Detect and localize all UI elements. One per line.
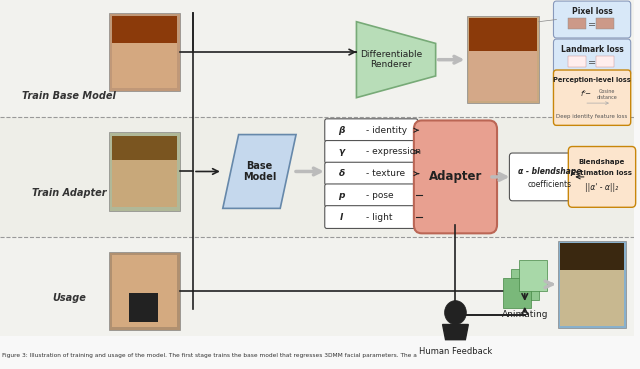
Bar <box>112 136 177 207</box>
Text: Estimation loss: Estimation loss <box>572 170 632 176</box>
Bar <box>112 16 177 44</box>
Bar <box>469 18 537 101</box>
FancyBboxPatch shape <box>324 184 418 207</box>
Bar <box>0 337 634 369</box>
FancyBboxPatch shape <box>324 141 418 163</box>
Polygon shape <box>223 135 296 208</box>
Bar <box>503 278 531 308</box>
FancyBboxPatch shape <box>554 70 630 125</box>
FancyBboxPatch shape <box>554 1 630 38</box>
Text: Deep identity feature loss: Deep identity feature loss <box>556 114 628 118</box>
Text: p: p <box>339 191 345 200</box>
Bar <box>561 243 624 325</box>
Polygon shape <box>443 324 468 340</box>
Bar <box>559 241 626 328</box>
Text: Train Adapter: Train Adapter <box>32 188 106 198</box>
Text: Blendshape: Blendshape <box>579 159 625 165</box>
FancyBboxPatch shape <box>554 39 630 76</box>
Bar <box>129 293 159 323</box>
Text: Base
Model: Base Model <box>243 161 276 182</box>
Text: =: = <box>588 20 596 30</box>
Text: coefficients: coefficients <box>527 180 572 189</box>
Text: Adapter: Adapter <box>429 170 482 183</box>
Text: Human Feedback: Human Feedback <box>419 347 492 356</box>
Text: δ: δ <box>339 169 345 178</box>
Text: =: = <box>588 58 596 68</box>
Bar <box>511 269 539 300</box>
Bar <box>561 243 624 270</box>
Text: f°─: f°─ <box>580 92 591 97</box>
Bar <box>0 237 634 337</box>
Bar <box>568 18 586 29</box>
Bar <box>112 136 177 159</box>
Bar <box>112 255 177 327</box>
Bar <box>109 132 180 211</box>
Text: Landmark loss: Landmark loss <box>561 45 623 54</box>
FancyBboxPatch shape <box>509 153 589 201</box>
Text: Figure 3: Illustration of training and usage of the model. The first stage train: Figure 3: Illustration of training and u… <box>2 354 417 358</box>
Text: γ: γ <box>339 148 345 156</box>
Bar <box>467 16 539 103</box>
FancyBboxPatch shape <box>324 119 418 142</box>
Text: - expression: - expression <box>366 148 421 156</box>
Text: Perception-level loss: Perception-level loss <box>553 77 631 83</box>
FancyBboxPatch shape <box>324 206 418 228</box>
Polygon shape <box>356 22 436 98</box>
Text: α - blendshape: α - blendshape <box>518 167 581 176</box>
FancyBboxPatch shape <box>324 162 418 185</box>
Text: Cosine
distance: Cosine distance <box>596 89 618 100</box>
Text: ||α' - α||₂: ||α' - α||₂ <box>586 183 618 192</box>
Text: Differentiable
Renderer: Differentiable Renderer <box>360 50 422 69</box>
Bar <box>469 18 537 51</box>
Text: - texture: - texture <box>366 169 406 178</box>
Circle shape <box>445 301 467 324</box>
Bar <box>596 56 614 67</box>
Text: Pixel loss: Pixel loss <box>572 7 612 17</box>
Bar <box>109 252 180 330</box>
FancyBboxPatch shape <box>414 120 497 233</box>
Bar <box>596 18 614 29</box>
Text: - identity: - identity <box>366 126 408 135</box>
Bar <box>568 56 586 67</box>
Text: - light: - light <box>366 213 393 221</box>
Bar <box>0 117 634 237</box>
Text: β: β <box>339 126 345 135</box>
Bar <box>109 13 180 91</box>
Bar <box>519 261 547 291</box>
FancyBboxPatch shape <box>568 146 636 207</box>
Bar <box>112 16 177 88</box>
Text: Animating: Animating <box>502 310 548 319</box>
Bar <box>0 0 634 117</box>
Text: l: l <box>340 213 343 221</box>
Text: Usage: Usage <box>52 293 86 303</box>
Text: Train Base Model: Train Base Model <box>22 90 116 100</box>
Text: - pose: - pose <box>366 191 394 200</box>
